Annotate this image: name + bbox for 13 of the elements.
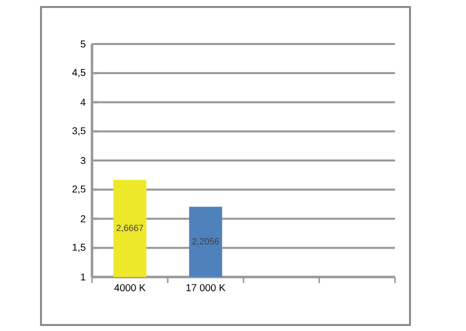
data-label: 2,2056: [192, 238, 219, 246]
y-tick-label: 2,5: [72, 186, 86, 194]
y-tick-label: 1: [81, 274, 86, 280]
y-tick-label: 4,5: [72, 69, 86, 78]
y-tick-label: 1,5: [72, 244, 86, 252]
x-tick-label: 4000 K: [114, 284, 146, 292]
y-tick-label: 4: [80, 98, 86, 106]
y-tick-label: 5: [80, 40, 86, 48]
y-tick-label: 2: [80, 215, 86, 222]
data-label: 2,6667: [116, 224, 144, 232]
y-tick-label: 3,5: [72, 127, 86, 136]
y-tick-label: 3: [80, 156, 86, 164]
x-tick-label: 17 000 K: [186, 284, 226, 292]
